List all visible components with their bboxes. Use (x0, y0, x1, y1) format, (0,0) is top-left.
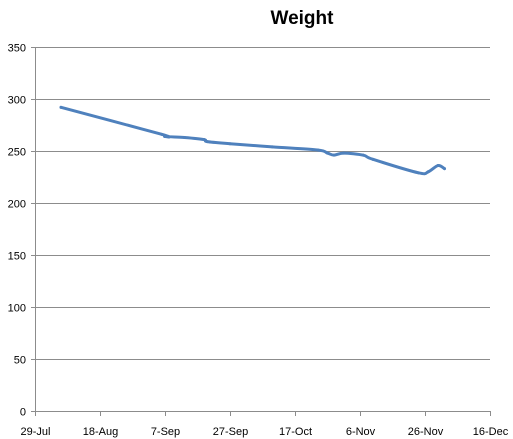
y-tick-label-4: 200 (8, 199, 26, 211)
gridlines (35, 47, 490, 360)
data-point-0-9 (326, 151, 329, 155)
data-point-0-8 (316, 148, 320, 152)
data-point-0-4 (202, 138, 206, 142)
data-point-0-11 (342, 151, 346, 155)
y-tick-label-6: 300 (8, 95, 26, 107)
data-point-0-10 (332, 153, 336, 157)
y-tick-label-3: 150 (8, 251, 26, 263)
chart-title: Weight (271, 8, 335, 29)
data-point-0-7 (270, 145, 274, 149)
data-point-0-0 (59, 105, 63, 109)
x-tick-label-0: 29-Jul (21, 426, 51, 438)
y-tick-labels: 0 50 100 150 200 250 300 350 (8, 43, 26, 419)
data-point-0-3 (183, 135, 186, 139)
data-point-0-2 (163, 134, 167, 138)
x-tick-label-5: 6-Nov (346, 426, 376, 438)
data-point-0-15 (426, 170, 430, 174)
series-layer (59, 105, 446, 176)
data-point-0-6 (228, 142, 232, 146)
series-line-0 (59, 105, 446, 176)
data-point-0-17 (443, 167, 446, 171)
x-tick-label-7: 16-Dec (473, 426, 509, 438)
x-tick-label-6: 26-Nov (408, 426, 444, 438)
x-tick-label-1: 18-Aug (83, 426, 118, 438)
data-point-0-1 (160, 132, 164, 136)
axes (31, 47, 491, 416)
data-point-0-5 (205, 140, 209, 144)
y-tick-label-7: 350 (8, 43, 26, 55)
x-tick-label-2: 7-Sep (151, 426, 180, 438)
data-point-0-12 (361, 153, 365, 157)
x-tick-labels: 29-Jul 18-Aug 7-Sep 27-Sep 17-Oct 6-Nov 26-Nov… (21, 426, 509, 438)
x-tick-label-4: 17-Oct (279, 426, 312, 438)
y-tick-label-0: 0 (20, 407, 26, 419)
y-tick-label-1: 50 (14, 355, 26, 367)
y-tick-label-5: 250 (8, 147, 26, 159)
data-point-0-13 (371, 157, 375, 161)
data-point-0-16 (436, 164, 440, 168)
data-point-0-14 (417, 171, 420, 175)
x-tick-label-3: 27-Sep (213, 426, 248, 438)
y-tick-label-2: 100 (8, 303, 26, 315)
